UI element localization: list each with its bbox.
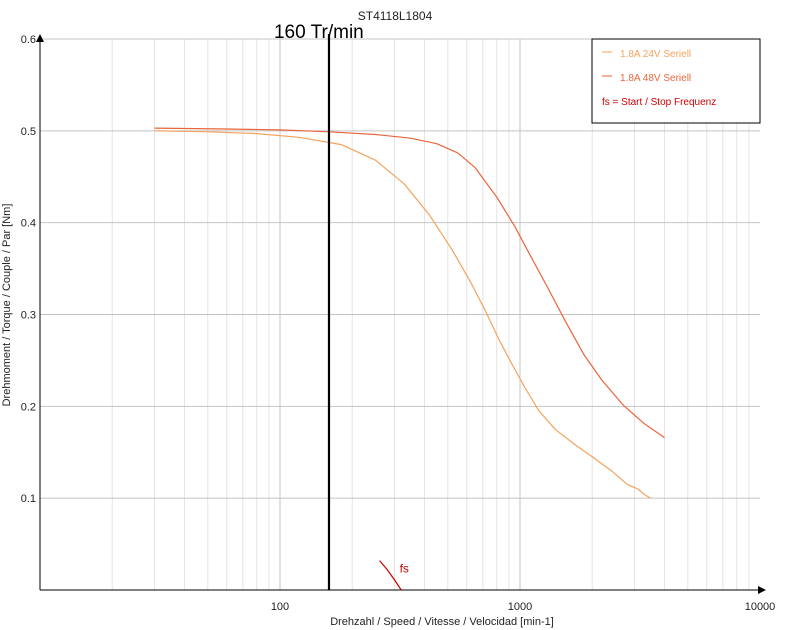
legend-note-fs: fs = Start / Stop Frequenz xyxy=(602,97,716,108)
x-tick-label: 1000 xyxy=(508,601,532,613)
legend-label-24v: 1.8A 24V Seriell xyxy=(620,49,691,60)
series-line-48v xyxy=(154,127,665,439)
y-tick-label: 0.3 xyxy=(21,310,36,322)
x-tick-labels: 100 1000 10000 xyxy=(271,601,775,613)
fs-curve xyxy=(379,560,402,591)
speed-marker-label: 160 Tr/min xyxy=(274,22,364,43)
legend: 1.8A 24V Seriell 1.8A 48V Seriell fs = S… xyxy=(591,38,761,124)
axes xyxy=(36,34,766,594)
y-tick-label: 0.5 xyxy=(21,126,36,138)
x-axis-title: Drehzahl / Speed / Vitesse / Velocidad [… xyxy=(330,616,554,628)
y-tick-label: 0.4 xyxy=(21,218,36,230)
series-layer xyxy=(154,127,665,499)
y-axis-title: Drehmoment / Torque / Couple / Par [Nm] xyxy=(1,204,13,407)
legend-box xyxy=(591,38,761,124)
grid xyxy=(40,38,760,590)
y-tick-label: 0.2 xyxy=(21,401,36,413)
x-tick-label: 100 xyxy=(271,601,289,613)
y-tick-label: 0.1 xyxy=(21,493,36,505)
x-tick-label: 10000 xyxy=(745,601,776,613)
y-tick-label: 0.6 xyxy=(21,34,36,46)
chart-title: ST4118L1804 xyxy=(358,9,433,23)
y-axis-arrow xyxy=(36,34,44,42)
series-line-24v xyxy=(154,130,651,499)
legend-label-48v: 1.8A 48V Seriell xyxy=(620,73,691,84)
fs-curve-label: fs xyxy=(400,562,409,576)
annotation-layer: 160 Tr/min fs xyxy=(274,22,409,591)
x-axis-arrow xyxy=(758,586,766,594)
y-tick-labels: 0.1 0.2 0.3 0.4 0.5 0.6 xyxy=(21,34,36,505)
